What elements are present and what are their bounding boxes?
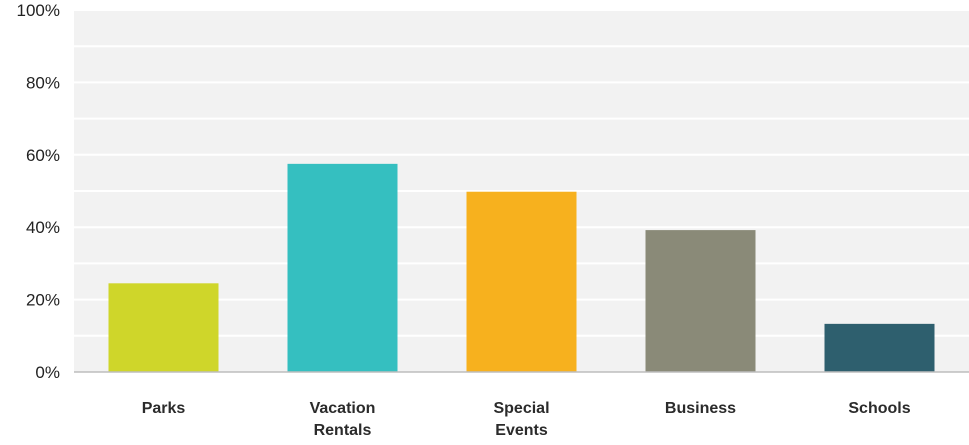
y-tick-label: 60% <box>26 146 60 165</box>
y-tick-label: 0% <box>35 363 60 382</box>
x-tick-label-line: Vacation <box>310 400 376 417</box>
x-tick-label: Parks <box>142 400 186 417</box>
bars <box>108 163 935 372</box>
x-tick-label-line: Parks <box>142 400 186 417</box>
bar <box>108 283 219 372</box>
x-axis-labels: Parks Vacation Rentals Special Events Busines… <box>142 400 911 439</box>
bar <box>645 230 756 372</box>
x-tick-label-line: Rentals <box>314 422 372 439</box>
x-tick-label-line: Events <box>495 422 548 439</box>
x-tick-label: Schools <box>848 400 910 417</box>
x-tick-label-line: Special <box>493 400 549 417</box>
y-axis-ticks: 0% 20% 40% 60% 80% 100% <box>17 1 60 382</box>
y-tick-label: 80% <box>26 73 60 92</box>
bar <box>466 191 577 372</box>
bar <box>287 163 398 372</box>
x-tick-label: Business <box>665 400 736 417</box>
x-tick-label: Vacation Rentals <box>310 400 376 439</box>
x-tick-label: Special Events <box>493 400 549 439</box>
y-tick-label: 20% <box>26 291 60 310</box>
y-tick-label: 100% <box>17 1 60 20</box>
x-tick-label-line: Business <box>665 400 736 417</box>
bar <box>824 323 935 372</box>
y-tick-label: 40% <box>26 218 60 237</box>
x-tick-label-line: Schools <box>848 400 910 417</box>
